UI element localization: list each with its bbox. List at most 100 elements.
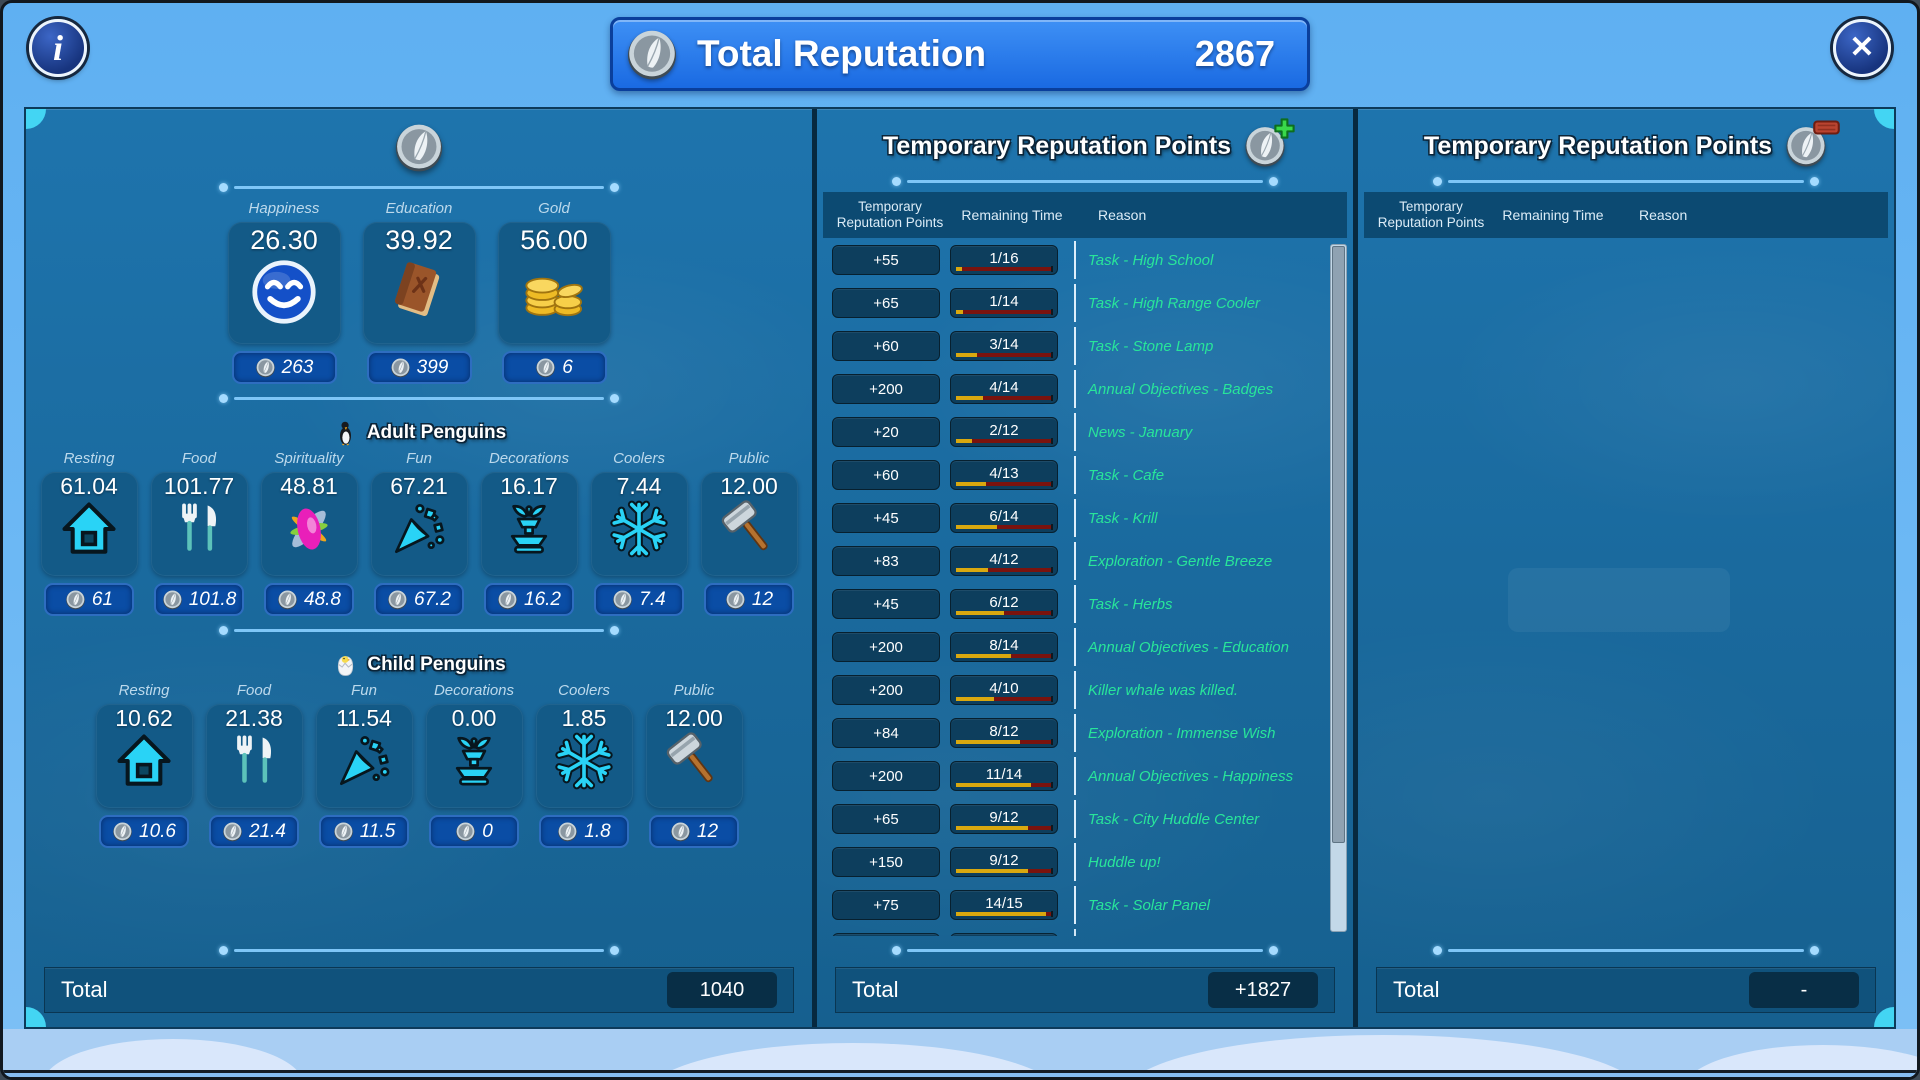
- stat-value: 67.21: [390, 473, 448, 499]
- stat-row: Resting 61.04 61 Food 101.77: [26, 450, 812, 616]
- stat-badge-value: 11.5: [359, 820, 396, 842]
- stat-badge-value: 21.4: [249, 820, 286, 842]
- stat-spirituality: Spirituality 48.81 48.8: [260, 450, 358, 616]
- reputation-row-partial: [832, 929, 1353, 936]
- group-title-label: Child Penguins: [367, 653, 506, 675]
- total-label: Total: [61, 977, 108, 1002]
- stat-card: 61.04: [40, 472, 138, 576]
- reason-text: Killer whale was killed.: [1088, 681, 1239, 699]
- remaining-time: 6/12: [950, 589, 1058, 619]
- row-divider: [1074, 714, 1076, 752]
- remaining-time: 2/12: [950, 417, 1058, 447]
- time-progress-bar: [956, 782, 1053, 788]
- points-value: +150: [832, 847, 940, 877]
- fun-icon: [335, 732, 393, 790]
- reputation-row: +200 8/14 Annual Objectives - Education: [832, 628, 1353, 666]
- table-header: Temporary Reputation Points Remaining Ti…: [823, 192, 1347, 238]
- reputation-coin-icon: [393, 121, 445, 173]
- stat-value: 61.04: [60, 473, 118, 499]
- stat-badge-value: 6: [562, 356, 573, 378]
- stat-resting: Resting 10.62 10.6: [95, 682, 193, 848]
- plus-icon: [1273, 117, 1296, 140]
- row-divider: [1074, 757, 1076, 795]
- stat-badge-value: 67.2: [414, 588, 451, 610]
- reputation-row: +75 14/15 Task - Solar Panel: [832, 886, 1353, 924]
- food-icon: [225, 732, 283, 790]
- scrollbar[interactable]: [1330, 244, 1347, 932]
- time-progress-bar: [956, 653, 1053, 659]
- stat-value: 7.44: [616, 473, 662, 499]
- stat-row: Resting 10.62 10.6 Food 21.38: [26, 682, 812, 848]
- stat-label: Spirituality: [274, 450, 344, 467]
- column-remaining-time: Remaining Time: [961, 207, 1063, 223]
- reason-text: Task - Krill: [1088, 509, 1158, 527]
- remaining-time: 11/14: [950, 761, 1058, 791]
- stat-badge: 399: [366, 351, 472, 384]
- stat-card: 56.00: [497, 222, 611, 344]
- points-value: +84: [832, 718, 940, 748]
- reputation-coin-icon: [255, 357, 276, 378]
- reason-text: Task - High Range Cooler: [1088, 294, 1261, 312]
- reputation-row: +20 2/12 News - January: [832, 413, 1353, 451]
- column-points: Temporary Reputation Points: [836, 199, 944, 230]
- stat-badge-value: 263: [281, 356, 314, 378]
- reputation-row: +200 4/14 Annual Objectives - Badges: [832, 370, 1353, 408]
- points-value: +20: [832, 417, 940, 447]
- points-value: +75: [832, 890, 940, 920]
- reason-text: Task - City Huddle Center: [1088, 810, 1260, 828]
- table-header: Temporary Reputation Points Remaining Ti…: [1364, 192, 1888, 238]
- reason-text: Task - Stone Lamp: [1088, 337, 1214, 355]
- stat-badge: 10.6: [99, 815, 189, 848]
- empty-highlight: [1508, 568, 1730, 632]
- house-icon: [115, 732, 173, 790]
- stat-food: Food 101.77 101.8: [150, 450, 248, 616]
- scrollbar-thumb[interactable]: [1332, 246, 1345, 843]
- time-progress-bar: [956, 567, 1053, 573]
- reputation-row: +65 1/14 Task - High Range Cooler: [832, 284, 1353, 322]
- stat-happiness: Happiness 26.30 263: [227, 200, 341, 384]
- panel-title: Temporary Reputation Points: [1423, 131, 1773, 160]
- reason-text: Exploration - Immense Wish: [1088, 724, 1276, 742]
- points-value: +65: [832, 804, 940, 834]
- reputation-row: +60 4/13 Task - Cafe: [832, 456, 1353, 494]
- stat-card: 39.92: [362, 222, 476, 344]
- stat-badge-value: 7.4: [639, 588, 666, 610]
- remaining-time: 6/14: [950, 503, 1058, 533]
- bottom-scenery: [3, 1029, 1917, 1077]
- stat-education: Education 39.92 399: [362, 200, 476, 384]
- time-progress-bar: [956, 610, 1053, 616]
- stat-badge-value: 399: [416, 356, 449, 378]
- stat-badge-value: 16.2: [524, 588, 561, 610]
- stat-label: Decorations: [433, 682, 515, 699]
- points-value: +200: [832, 632, 940, 662]
- stat-value: 16.17: [500, 473, 558, 499]
- positive-total-value: +1827: [1208, 972, 1318, 1008]
- stat-card: 1.85: [535, 704, 633, 808]
- points-value: +60: [832, 331, 940, 361]
- info-button[interactable]: i: [29, 19, 87, 77]
- main-panel: Happiness 26.30 263 Education 39.92: [24, 107, 1896, 1029]
- close-button[interactable]: ✕: [1833, 19, 1891, 77]
- close-icon: ✕: [1849, 31, 1875, 64]
- row-divider: [1074, 370, 1076, 408]
- reputation-row: +150 9/12 Huddle up!: [832, 843, 1353, 881]
- fun-icon: [390, 500, 448, 558]
- points-value: +45: [832, 503, 940, 533]
- stat-badge-value: 101.8: [188, 588, 237, 610]
- reputation-coin-icon: [670, 821, 691, 842]
- stat-value: 48.81: [280, 473, 338, 499]
- stat-card: 21.38: [205, 704, 303, 808]
- reputation-coin-icon: [112, 821, 133, 842]
- reason-text: News - January: [1088, 423, 1193, 441]
- points-value: +45: [832, 589, 940, 619]
- panel-title: Temporary Reputation Points: [882, 131, 1232, 160]
- row-divider: [1074, 542, 1076, 580]
- reputation-row: +55 1/16 Task - High School: [832, 241, 1353, 279]
- stat-badge: 11.5: [319, 815, 409, 848]
- time-progress-bar: [956, 739, 1053, 745]
- stat-card: 7.44: [590, 472, 688, 576]
- row-divider: [1074, 284, 1076, 322]
- stat-coolers: Coolers 1.85 1.8: [535, 682, 633, 848]
- reason-text: Exploration - Gentle Breeze: [1088, 552, 1273, 570]
- stat-badge-value: 12: [696, 820, 719, 842]
